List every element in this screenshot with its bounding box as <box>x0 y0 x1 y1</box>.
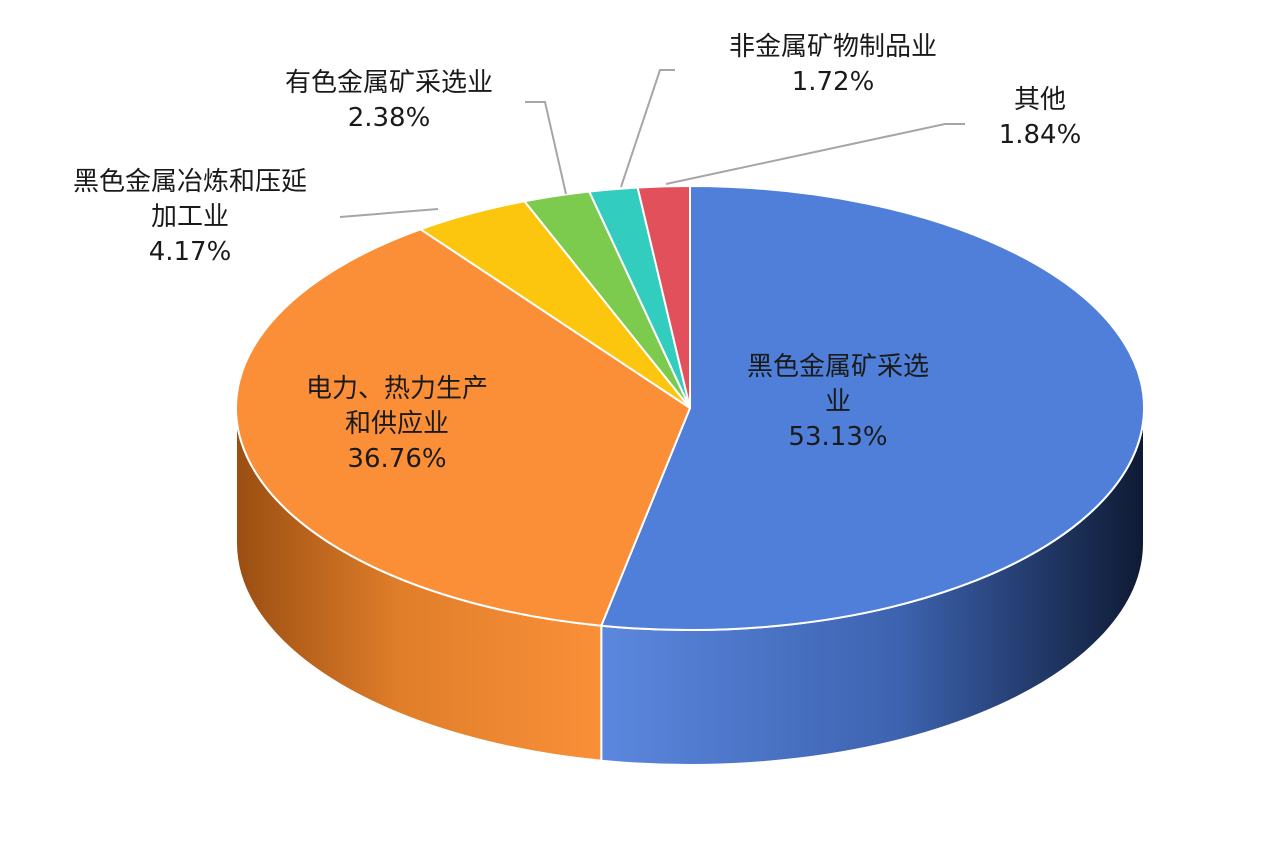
pie-top-slices <box>235 184 1145 631</box>
slice-label-5: 非金属矿物制品业 1.72% <box>729 32 937 97</box>
slice-percent: 4.17% <box>149 237 232 267</box>
slice-label-line: 非金属矿物制品业 <box>729 32 937 62</box>
slice-label-line: 和供应业 <box>345 409 449 439</box>
slice-label-line: 加工业 <box>151 202 229 232</box>
slice-label-4: 有色金属矿采选业 2.38% <box>285 68 493 133</box>
slice-percent: 2.38% <box>348 103 431 133</box>
slice-label-line: 业 <box>825 387 851 417</box>
pie-slice-1 <box>599 184 1145 631</box>
slice-percent: 36.76% <box>347 444 446 474</box>
slice-label-line: 电力、热力生产 <box>306 374 488 404</box>
pie-slice-2 <box>235 228 692 627</box>
leader-line-4 <box>525 101 567 195</box>
leader-line-5 <box>620 69 675 188</box>
slice-label-3: 黑色金属冶炼和压延加工业 4.17% <box>73 167 307 267</box>
slice-percent: 1.84% <box>999 120 1082 150</box>
slice-label-2: 电力、热力生产和供应业 36.76% <box>306 374 488 474</box>
slice-label-line: 有色金属矿采选业 <box>285 68 493 98</box>
slice-labels: 黑色金属矿采选业 53.13% 电力、热力生产和供应业 36.76% 黑色金属冶炼和压延… <box>73 32 1081 474</box>
slice-percent: 53.13% <box>788 422 887 452</box>
slice-label-line: 黑色金属矿采选 <box>747 352 929 382</box>
slice-label-1: 黑色金属矿采选业 53.13% <box>747 352 929 452</box>
pie-slice-6 <box>636 184 691 409</box>
slice-label-6: 其他 1.84% <box>999 85 1082 150</box>
leader-line-6 <box>665 123 965 185</box>
slice-label-line: 黑色金属冶炼和压延 <box>73 167 307 197</box>
leader-lines <box>339 69 965 218</box>
slice-label-line: 其他 <box>1014 85 1066 115</box>
leader-line-3 <box>339 208 439 218</box>
slice-percent: 1.72% <box>792 67 875 97</box>
